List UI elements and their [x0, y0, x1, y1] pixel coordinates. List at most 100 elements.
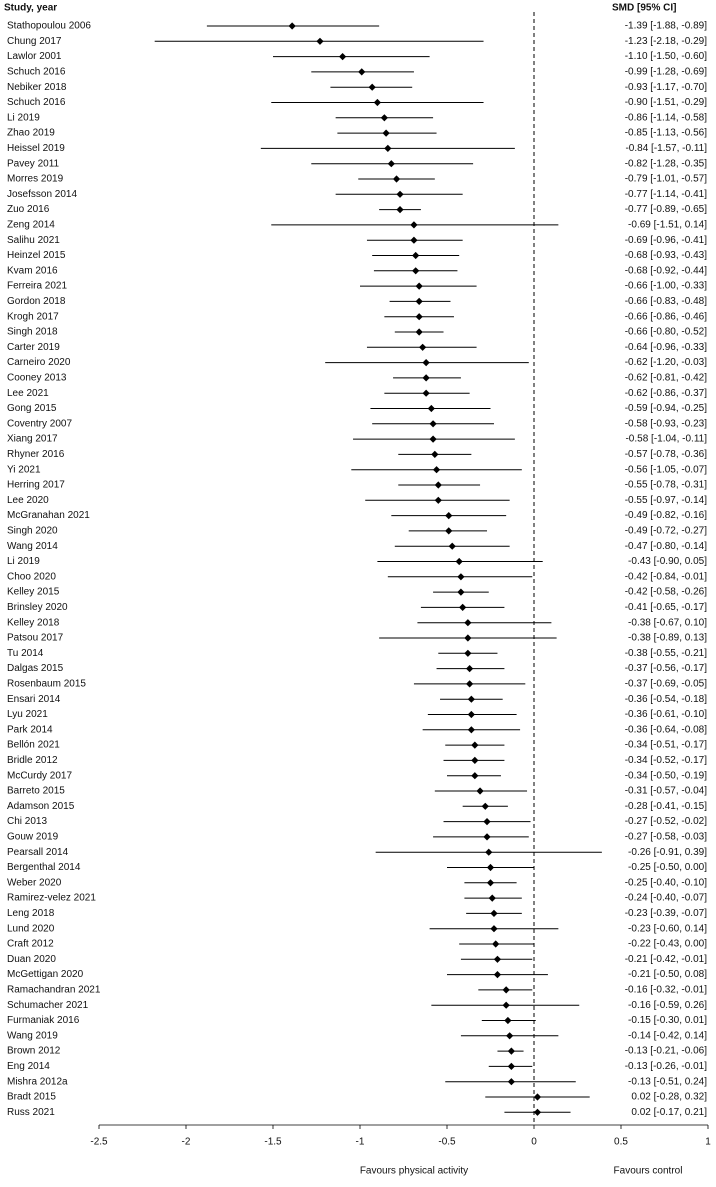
estimate-marker [471, 756, 479, 764]
estimate-marker [415, 313, 423, 321]
value-label: -0.42 [-0.58, -0.26] [625, 587, 707, 598]
value-label: -0.37 [-0.69, -0.05] [625, 679, 707, 690]
value-label: -0.38 [-0.55, -0.21] [625, 648, 707, 659]
estimate-marker [493, 955, 502, 963]
value-label: -0.36 [-0.61, -0.10] [625, 709, 707, 720]
estimate-marker [316, 37, 324, 45]
estimate-marker [434, 481, 442, 489]
study-label: McGettigan 2020 [7, 969, 84, 980]
value-label: -0.66 [-0.86, -0.46] [625, 311, 707, 322]
study-label: Leng 2018 [7, 908, 55, 919]
study-label: Carneiro 2020 [7, 357, 71, 368]
estimate-marker [455, 557, 463, 566]
study-label: Nebiker 2018 [7, 82, 67, 93]
value-label: -0.69 [-1.51, 0.14] [628, 220, 707, 231]
value-label: -0.62 [-0.86, -0.37] [625, 388, 707, 399]
study-label: Kvam 2016 [7, 265, 58, 276]
study-label: Coventry 2007 [7, 418, 72, 429]
value-label: -0.13 [-0.21, -0.06] [625, 1046, 707, 1057]
estimate-marker [288, 22, 296, 30]
estimate-marker [502, 1001, 510, 1009]
study-label: Li 2019 [7, 112, 40, 123]
estimate-marker [373, 98, 381, 107]
study-label: Singh 2018 [7, 327, 58, 338]
estimate-marker [396, 206, 404, 214]
study-label: Kelley 2015 [7, 587, 60, 598]
estimate-marker [467, 695, 475, 703]
estimate-marker [429, 420, 437, 428]
estimate-marker [481, 802, 489, 810]
value-label: -0.90 [-1.51, -0.29] [625, 97, 707, 108]
study-label: Yi 2021 [7, 464, 41, 475]
value-label: -0.77 [-0.89, -0.65] [625, 204, 707, 215]
estimate-marker [483, 818, 491, 826]
study-label: Adamson 2015 [7, 801, 75, 812]
study-label: Lee 2021 [7, 388, 49, 399]
value-label: -0.38 [-0.89, 0.13] [628, 633, 707, 644]
estimate-marker [504, 1016, 512, 1025]
study-label: Stathopoulou 2006 [7, 21, 91, 32]
estimate-marker [492, 940, 500, 948]
study-label: Bridle 2012 [7, 755, 58, 766]
value-label: -0.13 [-0.26, -0.01] [625, 1061, 707, 1072]
value-label: -0.66 [-0.83, -0.48] [625, 296, 707, 307]
value-label: -0.36 [-0.54, -0.18] [625, 694, 707, 705]
study-label: Pearsall 2014 [7, 847, 69, 858]
study-label: Weber 2020 [7, 877, 62, 888]
x-tick-label: -2 [182, 1137, 191, 1148]
study-label: Lyu 2021 [7, 709, 48, 720]
study-label: Schumacher 2021 [7, 1000, 89, 1011]
value-label: -0.21 [-0.50, 0.08] [628, 969, 707, 980]
study-label: Gong 2015 [7, 403, 57, 414]
estimate-marker [410, 236, 418, 244]
value-label: -0.37 [-0.56, -0.17] [625, 663, 707, 674]
value-label: -0.79 [-1.01, -0.57] [625, 174, 707, 185]
value-label: -0.36 [-0.64, -0.08] [625, 724, 707, 735]
value-label: -0.47 [-0.80, -0.14] [625, 541, 707, 552]
estimate-marker [339, 53, 347, 61]
value-label: -0.99 [-1.28, -0.69] [625, 67, 707, 78]
value-label: -0.93 [-1.17, -0.70] [625, 82, 707, 93]
estimate-marker [415, 297, 423, 305]
study-label: Zhao 2019 [7, 128, 55, 139]
value-label: -0.24 [-0.40, -0.07] [625, 893, 707, 904]
x-tick-label: -1 [356, 1137, 365, 1148]
study-label: Schuch 2016 [7, 67, 66, 78]
estimate-marker [387, 160, 395, 168]
estimate-marker [380, 114, 388, 122]
study-label: Eng 2014 [7, 1061, 50, 1072]
study-label: Singh 2020 [7, 526, 58, 537]
estimate-marker [493, 971, 502, 979]
estimate-marker [434, 496, 442, 504]
study-label: Herring 2017 [7, 480, 65, 491]
study-label: Chi 2013 [7, 816, 47, 827]
x-tick-label: -0.5 [438, 1137, 456, 1148]
study-label: Brown 2012 [7, 1046, 61, 1057]
x-label-left: Favours physical activity [360, 1166, 468, 1177]
value-label: -0.15 [-0.30, 0.01] [628, 1015, 707, 1026]
study-label: Xiang 2017 [7, 434, 58, 445]
estimate-marker [464, 634, 472, 642]
estimate-marker [486, 879, 495, 887]
study-label: Heinzel 2015 [7, 250, 66, 261]
study-label: Li 2019 [7, 556, 40, 567]
value-label: -0.41 [-0.65, -0.17] [625, 602, 707, 613]
estimate-marker [412, 251, 420, 260]
study-label: Barreto 2015 [7, 786, 65, 797]
estimate-marker [506, 1032, 514, 1040]
estimate-marker [368, 83, 376, 91]
estimate-marker [464, 619, 472, 627]
estimate-marker [396, 190, 404, 198]
value-label: 0.02 [-0.28, 0.32] [631, 1092, 707, 1103]
value-label: -0.14 [-0.42, 0.14] [628, 1030, 707, 1041]
estimate-marker [533, 1108, 542, 1116]
estimate-marker [415, 282, 423, 290]
estimate-marker [445, 512, 453, 520]
value-label: -0.69 [-0.96, -0.41] [625, 235, 707, 246]
value-label: -0.38 [-0.67, 0.10] [628, 617, 707, 628]
estimate-marker [412, 267, 420, 275]
study-label: Rosenbaum 2015 [7, 679, 86, 690]
study-label: Lee 2020 [7, 495, 49, 506]
study-label: Pavey 2011 [7, 158, 60, 169]
